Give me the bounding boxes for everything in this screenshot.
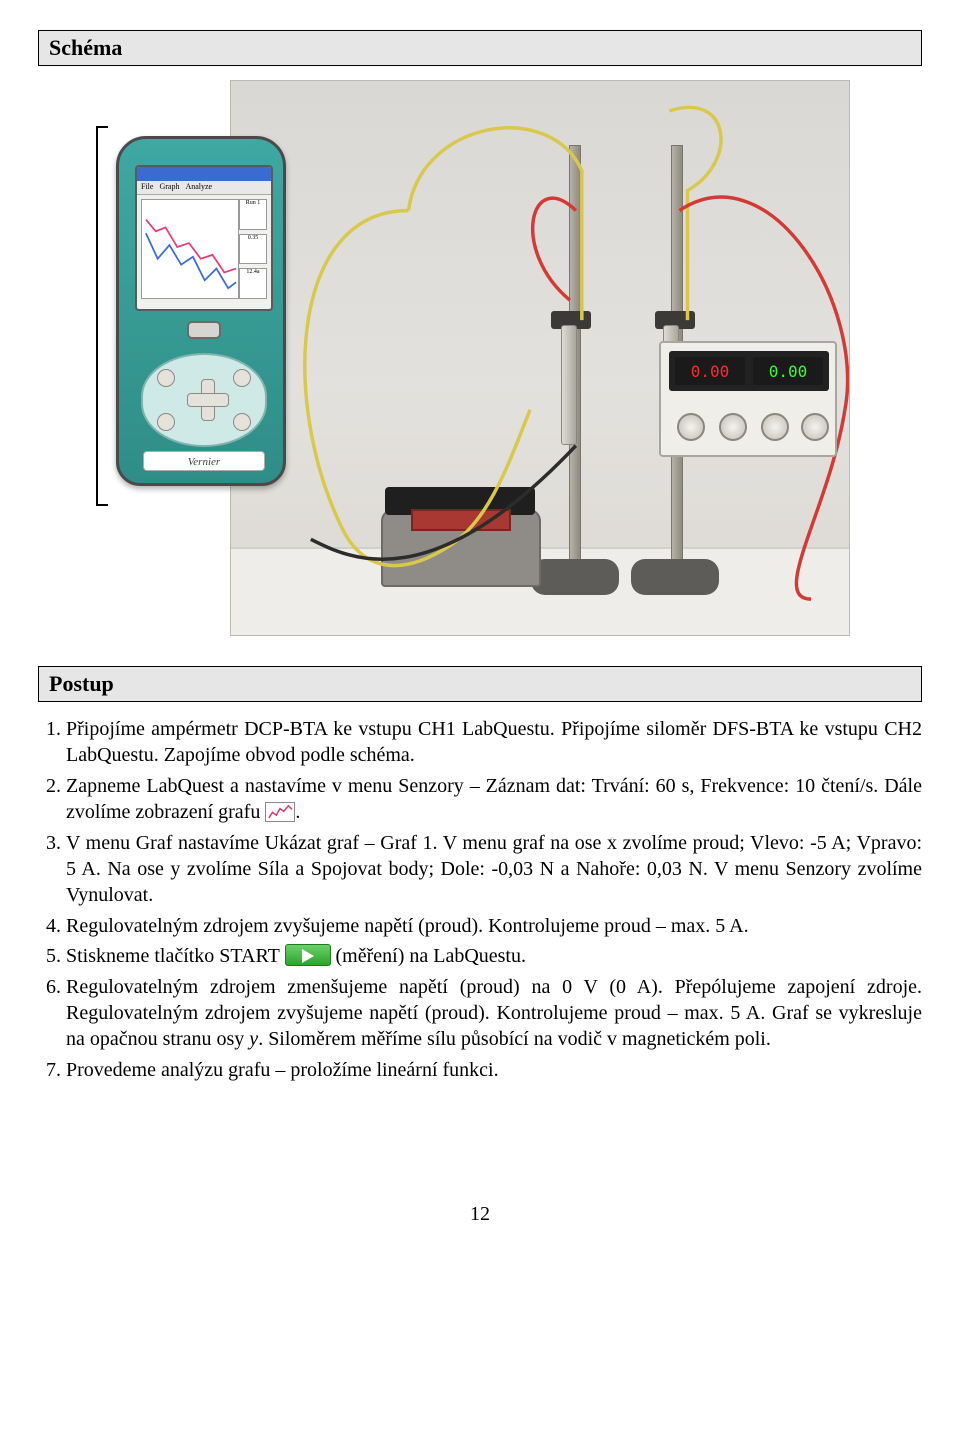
labquest-screen: FileGraphAnalyze Run 10.3512.4a [135,165,273,311]
psu-knob [719,413,747,441]
psu-knob [677,413,705,441]
postup-header: Postup [38,666,922,702]
experiment-photo: 0.00 0.00 [230,80,850,636]
home-button [187,321,221,339]
psu-knob [761,413,789,441]
page-number: 12 [38,1203,922,1226]
step-item: Připojíme ampérmetr DCP-BTA ke vstupu CH… [66,716,922,769]
schema-header: Schéma [38,30,922,66]
step-item: Regulovatelným zdrojem zmenšujeme napětí… [66,974,922,1053]
power-supply: 0.00 0.00 [659,341,837,457]
chart-icon [265,802,295,822]
step-item: Zapneme LabQuest a nastavíme v menu Senz… [66,773,922,826]
d-pad [141,353,267,447]
step-item: Provedeme analýzu grafu – proložíme line… [66,1057,922,1083]
labquest-device: FileGraphAnalyze Run 10.3512.4a Vernier [110,136,302,486]
step-item: Regulovatelným zdrojem zvyšujeme napětí … [66,913,922,939]
schema-figure: 0.00 0.00 FileGraphAnalyze Run 10 [38,80,922,640]
vernier-logo: Vernier [143,451,265,471]
step-item: Stiskneme tlačítko START (měření) na Lab… [66,943,922,969]
step-item: V menu Graf nastavíme Ukázat graf – Graf… [66,830,922,909]
psu-display-1: 0.00 [675,357,745,385]
steps-list: Připojíme ampérmetr DCP-BTA ke vstupu CH… [38,716,922,1083]
psu-display-2: 0.00 [753,357,823,385]
psu-knob [801,413,829,441]
start-icon [285,944,331,966]
